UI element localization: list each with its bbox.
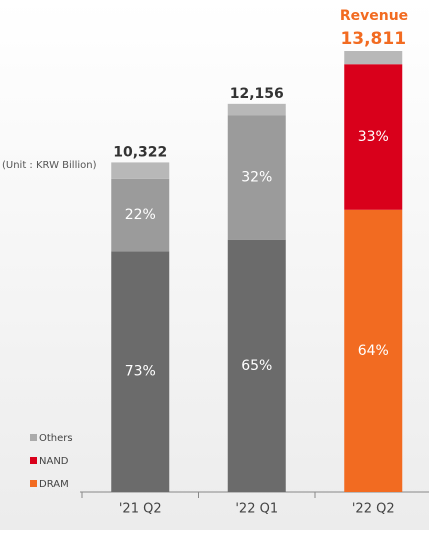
bar-segment [227, 239, 286, 492]
bar-segment [111, 178, 170, 252]
legend-swatch [30, 480, 37, 487]
bar-segment [111, 162, 170, 179]
bar-segment [111, 251, 170, 492]
bar-segment [227, 103, 286, 116]
legend-label: NAND [39, 456, 69, 467]
x-tick-label: '22 Q1 [235, 502, 278, 517]
legend-swatch [30, 457, 37, 464]
bar-segment [344, 64, 403, 210]
legend-swatch [30, 434, 37, 441]
data-label: 73% [125, 364, 156, 380]
bar-segment [344, 51, 403, 65]
legend-label: Others [39, 433, 73, 444]
legend-label: DRAM [39, 479, 69, 490]
data-label: 22% [125, 207, 156, 223]
total-label: 13,811 [340, 29, 406, 49]
x-tick-label: '21 Q2 [119, 502, 162, 517]
x-tick-label: '22 Q2 [352, 502, 395, 517]
total-label: 10,322 [113, 144, 167, 160]
data-label: 33% [358, 129, 389, 145]
total-label: 12,156 [230, 86, 284, 102]
data-label: 65% [241, 358, 272, 374]
bar-segment [344, 209, 403, 492]
annotation: Revenue [340, 8, 408, 24]
data-label: 32% [241, 170, 272, 186]
data-label: 64% [358, 343, 389, 359]
unit-note: (Unit : KRW Billion) [2, 160, 97, 171]
bar-segment [227, 115, 286, 240]
